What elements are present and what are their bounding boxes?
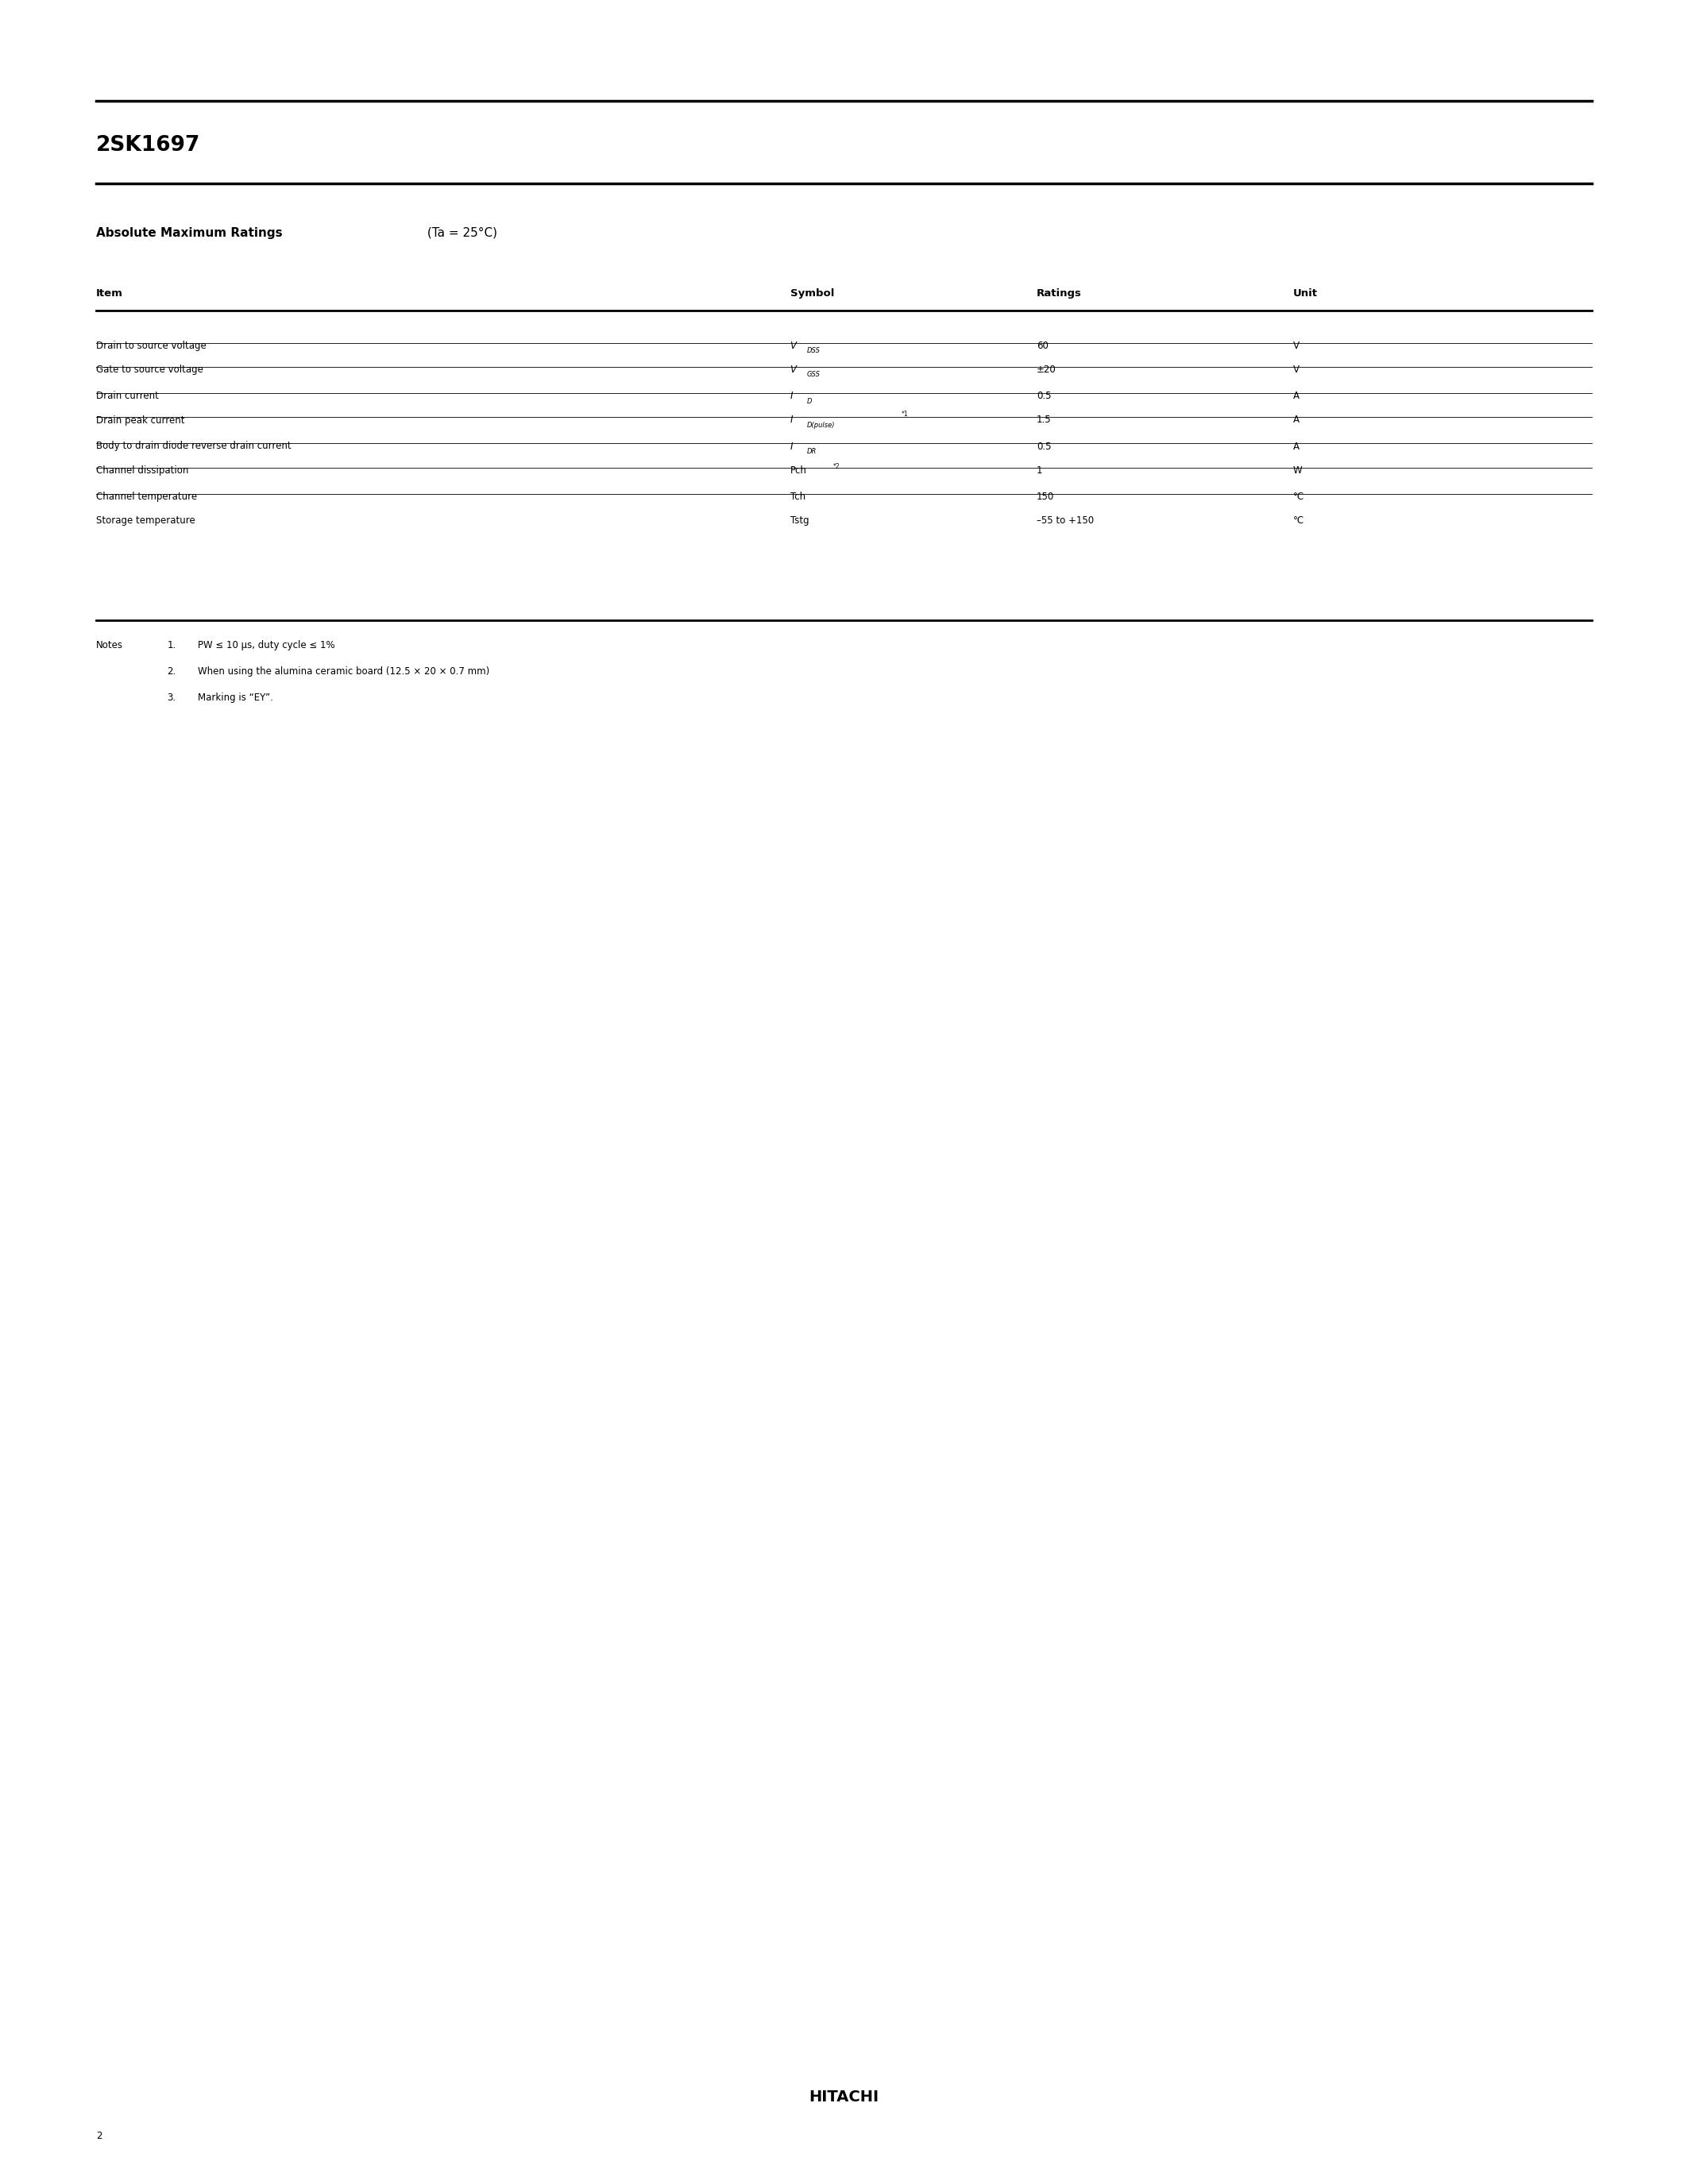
Text: 2: 2	[96, 2132, 103, 2140]
Text: W: W	[1293, 465, 1301, 476]
Text: Tstg: Tstg	[790, 515, 809, 526]
Text: 60: 60	[1036, 341, 1048, 352]
Text: Gate to source voltage: Gate to source voltage	[96, 365, 203, 376]
Text: When using the alumina ceramic board (12.5 × 20 × 0.7 mm): When using the alumina ceramic board (12…	[197, 666, 490, 677]
Text: A: A	[1293, 391, 1300, 402]
Text: Symbol: Symbol	[790, 288, 834, 299]
Text: Channel dissipation: Channel dissipation	[96, 465, 189, 476]
Text: GSS: GSS	[807, 371, 820, 378]
Text: Ratings: Ratings	[1036, 288, 1082, 299]
Text: Notes: Notes	[96, 640, 123, 651]
Text: I: I	[790, 391, 793, 402]
Text: A: A	[1293, 441, 1300, 452]
Text: HITACHI: HITACHI	[809, 2090, 879, 2103]
Text: Item: Item	[96, 288, 123, 299]
Text: °C: °C	[1293, 515, 1305, 526]
Text: A: A	[1293, 415, 1300, 426]
Text: *2: *2	[834, 463, 841, 470]
Text: –55 to +150: –55 to +150	[1036, 515, 1094, 526]
Text: Channel temperature: Channel temperature	[96, 491, 197, 502]
Text: I: I	[790, 415, 793, 426]
Text: °C: °C	[1293, 491, 1305, 502]
Text: DSS: DSS	[807, 347, 820, 354]
Text: PW ≤ 10 μs, duty cycle ≤ 1%: PW ≤ 10 μs, duty cycle ≤ 1%	[197, 640, 334, 651]
Text: V: V	[1293, 365, 1300, 376]
Text: 150: 150	[1036, 491, 1053, 502]
Text: 2.: 2.	[167, 666, 176, 677]
Text: Drain to source voltage: Drain to source voltage	[96, 341, 206, 352]
Text: 1.: 1.	[167, 640, 176, 651]
Text: D(pulse): D(pulse)	[807, 422, 836, 428]
Text: Tch: Tch	[790, 491, 805, 502]
Text: Body to drain diode reverse drain current: Body to drain diode reverse drain curren…	[96, 441, 292, 452]
Text: *1: *1	[901, 411, 908, 417]
Text: 1: 1	[1036, 465, 1043, 476]
Text: I: I	[790, 441, 793, 452]
Text: (Ta = 25°C): (Ta = 25°C)	[424, 227, 498, 238]
Text: 2SK1697: 2SK1697	[96, 135, 201, 155]
Text: Drain peak current: Drain peak current	[96, 415, 184, 426]
Text: Drain current: Drain current	[96, 391, 159, 402]
Text: Absolute Maximum Ratings: Absolute Maximum Ratings	[96, 227, 282, 238]
Text: V: V	[790, 341, 797, 352]
Text: 1.5: 1.5	[1036, 415, 1052, 426]
Text: 3.: 3.	[167, 692, 176, 703]
Text: 0.5: 0.5	[1036, 441, 1052, 452]
Text: V: V	[790, 365, 797, 376]
Text: Storage temperature: Storage temperature	[96, 515, 196, 526]
Text: ±20: ±20	[1036, 365, 1057, 376]
Text: V: V	[1293, 341, 1300, 352]
Text: 0.5: 0.5	[1036, 391, 1052, 402]
Text: D: D	[807, 397, 812, 404]
Text: Marking is “EY”.: Marking is “EY”.	[197, 692, 273, 703]
Text: Unit: Unit	[1293, 288, 1318, 299]
Text: Pch: Pch	[790, 465, 807, 476]
Text: DR: DR	[807, 448, 817, 454]
